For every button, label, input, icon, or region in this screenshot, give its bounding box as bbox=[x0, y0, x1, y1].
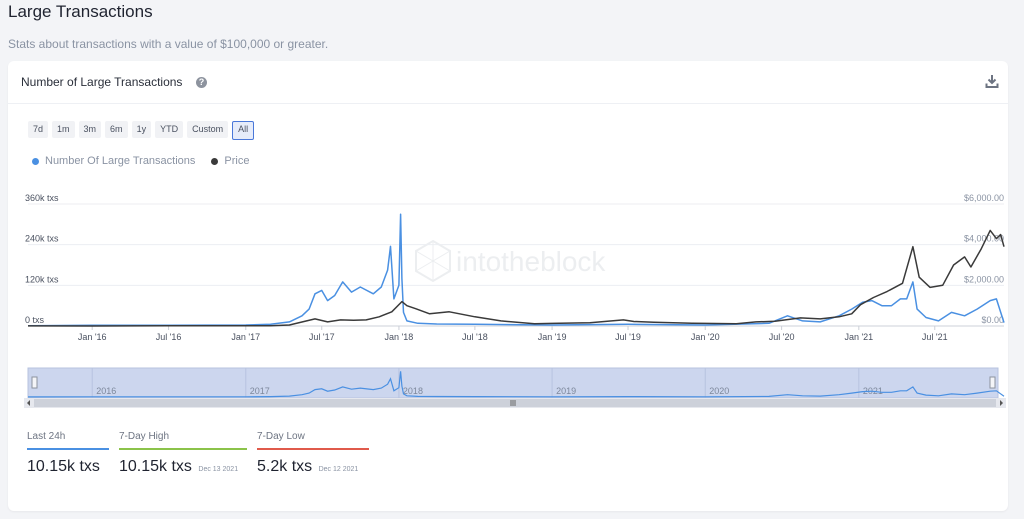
stat-value: 10.15k txs bbox=[119, 458, 192, 475]
scroll-left-arrow-icon[interactable] bbox=[27, 400, 30, 406]
stat-label: 7-Day High bbox=[119, 431, 247, 450]
scroll-grip-icon bbox=[510, 400, 516, 406]
stat-date: Dec 12 2021 bbox=[318, 466, 359, 473]
series-lines bbox=[27, 213, 1005, 327]
navigator-year-label: 2017 bbox=[250, 386, 270, 396]
x-tick-label: Jul '17 bbox=[309, 332, 335, 342]
chart-area: intotheblock 0 txs 120k txs 240k txs 360k t… bbox=[24, 193, 1006, 408]
navigator-background bbox=[27, 367, 999, 399]
series-line-price bbox=[27, 229, 1005, 327]
range-button-custom[interactable]: Custom bbox=[187, 121, 229, 138]
series-line-transactions bbox=[27, 213, 1005, 327]
stat-value: 5.2k txs bbox=[257, 458, 313, 475]
x-tick-label: Jan '18 bbox=[385, 332, 414, 342]
x-tick-label: Jul '18 bbox=[462, 332, 488, 342]
y-tick-label-right: $0.00 bbox=[981, 315, 1004, 325]
chart-card: Number of Large Transactions ? 7d 1m 3m … bbox=[8, 61, 1008, 511]
legend-marker-price bbox=[211, 157, 219, 165]
watermark-logo-icon bbox=[415, 239, 451, 283]
range-button-7d[interactable]: 7d bbox=[28, 121, 49, 138]
y-tick-label-left: 120k txs bbox=[25, 274, 59, 284]
legend-item-price[interactable]: Price bbox=[211, 155, 249, 167]
legend-label-price: Price bbox=[224, 155, 250, 167]
x-tick-label: Jul '19 bbox=[615, 332, 641, 342]
stat-7day-high: 7-Day High 10.15k txs Dec 13 2021 bbox=[119, 431, 247, 476]
page-subtitle: Stats about transactions with a value of… bbox=[8, 37, 329, 51]
navigator-year-label: 2018 bbox=[403, 386, 423, 396]
x-tick-label: Jan '19 bbox=[538, 332, 567, 342]
stat-last-24h: Last 24h 10.15k txs bbox=[27, 431, 109, 476]
stat-value-row: 10.15k txs Dec 13 2021 bbox=[119, 458, 247, 476]
navigator-year-label: 2016 bbox=[96, 386, 116, 396]
y-tick-label-left: 0 txs bbox=[25, 315, 45, 325]
legend-marker-transactions bbox=[32, 157, 39, 165]
stat-value-row: 10.15k txs bbox=[27, 458, 109, 476]
chart-legend: Number Of Large Transactions Price bbox=[32, 155, 249, 167]
y-tick-label-right: $2,000.00 bbox=[964, 274, 1004, 284]
stats-row: Last 24h 10.15k txs 7-Day High 10.15k tx… bbox=[27, 431, 369, 476]
range-button-6m[interactable]: 6m bbox=[105, 121, 128, 138]
download-icon[interactable] bbox=[984, 73, 1000, 89]
x-tick-label: Jul '16 bbox=[156, 332, 182, 342]
legend-label-transactions: Number Of Large Transactions bbox=[45, 155, 196, 167]
navigator-series bbox=[27, 371, 1005, 398]
x-tick-label: Jan '20 bbox=[691, 332, 720, 342]
range-button-all[interactable]: All bbox=[232, 121, 255, 140]
page-title: Large Transactions bbox=[8, 2, 153, 21]
watermark: intotheblock bbox=[415, 239, 606, 283]
range-button-1m[interactable]: 1m bbox=[52, 121, 75, 138]
range-button-ytd[interactable]: YTD bbox=[155, 121, 184, 138]
stat-label: 7-Day Low bbox=[257, 431, 369, 450]
y-tick-label-left: 360k txs bbox=[25, 193, 59, 203]
navigator-year-label: 2019 bbox=[556, 386, 576, 396]
navigator-year-label: 2020 bbox=[709, 386, 729, 396]
stat-value-row: 5.2k txs Dec 12 2021 bbox=[257, 458, 369, 476]
range-navigator[interactable]: 2016 2017 2018 2019 2020 2021 bbox=[24, 367, 1006, 408]
range-button-3m[interactable]: 3m bbox=[78, 121, 102, 138]
y-axis-left: 0 txs 120k txs 240k txs 360k txs bbox=[25, 193, 59, 325]
x-tick-label: Jan '17 bbox=[231, 332, 260, 342]
legend-item-transactions[interactable]: Number Of Large Transactions bbox=[32, 155, 195, 167]
x-axis: Jan '16 Jul '16 Jan '17 Jul '17 Jan '18 Jul '… bbox=[28, 325, 1004, 342]
x-tick-label: Jul '21 bbox=[922, 332, 948, 342]
card-header: Number of Large Transactions ? bbox=[8, 61, 1008, 104]
card-title: Number of Large Transactions bbox=[21, 75, 183, 89]
question-circle-icon[interactable]: ? bbox=[196, 77, 207, 88]
stat-date: Dec 13 2021 bbox=[198, 466, 239, 473]
y-tick-label-left: 240k txs bbox=[25, 234, 59, 244]
y-tick-label-right: $6,000.00 bbox=[964, 193, 1004, 203]
watermark-text: intotheblock bbox=[456, 246, 606, 277]
scroll-right-arrow-icon[interactable] bbox=[1000, 400, 1003, 406]
stat-label: Last 24h bbox=[27, 431, 109, 450]
navigator-handle-left[interactable] bbox=[31, 376, 38, 389]
y-axis-right: $0.00 $2,000.00 $4,000.00 $6,000.00 bbox=[964, 193, 1004, 325]
x-tick-label: Jan '21 bbox=[844, 332, 873, 342]
navigator-series-line bbox=[27, 371, 1005, 398]
x-tick-label: Jul '20 bbox=[769, 332, 795, 342]
stat-7day-low: 7-Day Low 5.2k txs Dec 12 2021 bbox=[257, 431, 369, 476]
y-tick-label-right: $4,000.00 bbox=[964, 234, 1004, 244]
range-buttons: 7d 1m 3m 6m 1y YTD Custom All bbox=[28, 121, 255, 140]
range-button-1y[interactable]: 1y bbox=[131, 121, 152, 138]
navigator-handle-right[interactable] bbox=[989, 376, 996, 389]
x-tick-label: Jan '16 bbox=[78, 332, 107, 342]
stat-value: 10.15k txs bbox=[27, 458, 100, 475]
